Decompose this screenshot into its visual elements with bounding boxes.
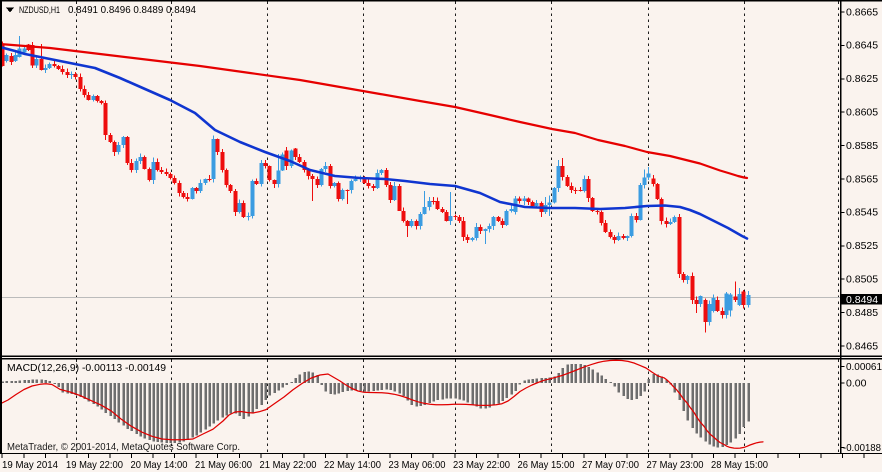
svg-text:0.8565: 0.8565 bbox=[846, 173, 878, 185]
svg-text:0.8585: 0.8585 bbox=[846, 140, 878, 152]
svg-text:0.8465: 0.8465 bbox=[846, 340, 878, 352]
svg-text:0.8665: 0.8665 bbox=[846, 6, 878, 18]
svg-text:21 May 06:00: 21 May 06:00 bbox=[195, 459, 252, 471]
svg-text:23 May 06:00: 23 May 06:00 bbox=[389, 459, 446, 471]
svg-text:19 May 2014: 19 May 2014 bbox=[2, 459, 58, 471]
svg-text:MACD(12,26,9) -0.00113 -0.0014: MACD(12,26,9) -0.00113 -0.00149 bbox=[7, 362, 166, 374]
svg-text:0.00061: 0.00061 bbox=[846, 361, 882, 373]
svg-text:20 May 14:00: 20 May 14:00 bbox=[131, 459, 188, 471]
svg-text:21 May 22:00: 21 May 22:00 bbox=[260, 459, 317, 471]
svg-text:0.8645: 0.8645 bbox=[846, 40, 878, 52]
svg-text:MetaTrader, © 2001-2014, MetaQ: MetaTrader, © 2001-2014, MetaQuotes Soft… bbox=[7, 441, 240, 453]
svg-text:0.8485: 0.8485 bbox=[846, 307, 878, 319]
svg-text:0.8545: 0.8545 bbox=[846, 207, 878, 219]
svg-text:26 May 15:00: 26 May 15:00 bbox=[518, 459, 575, 471]
svg-text:0.00: 0.00 bbox=[846, 377, 867, 389]
svg-text:0.8494: 0.8494 bbox=[846, 294, 878, 306]
svg-text:22 May 14:00: 22 May 14:00 bbox=[324, 459, 381, 471]
svg-text:0.8491 0.8496 0.8489 0.8494: 0.8491 0.8496 0.8489 0.8494 bbox=[68, 4, 196, 16]
svg-text:27 May 23:00: 27 May 23:00 bbox=[647, 459, 704, 471]
svg-text:0.8505: 0.8505 bbox=[846, 274, 878, 286]
svg-text:28 May 15:00: 28 May 15:00 bbox=[711, 459, 768, 471]
svg-text:0.8525: 0.8525 bbox=[846, 240, 878, 252]
svg-text:27 May 07:00: 27 May 07:00 bbox=[582, 459, 639, 471]
svg-text:23 May 22:00: 23 May 22:00 bbox=[453, 459, 510, 471]
svg-text:0.8605: 0.8605 bbox=[846, 107, 878, 119]
svg-text:-0.00188: -0.00188 bbox=[843, 442, 881, 454]
svg-text:0.8625: 0.8625 bbox=[846, 73, 878, 85]
svg-text:19 May 22:00: 19 May 22:00 bbox=[66, 459, 123, 471]
svg-text:NZDUSD,H1: NZDUSD,H1 bbox=[19, 5, 60, 16]
